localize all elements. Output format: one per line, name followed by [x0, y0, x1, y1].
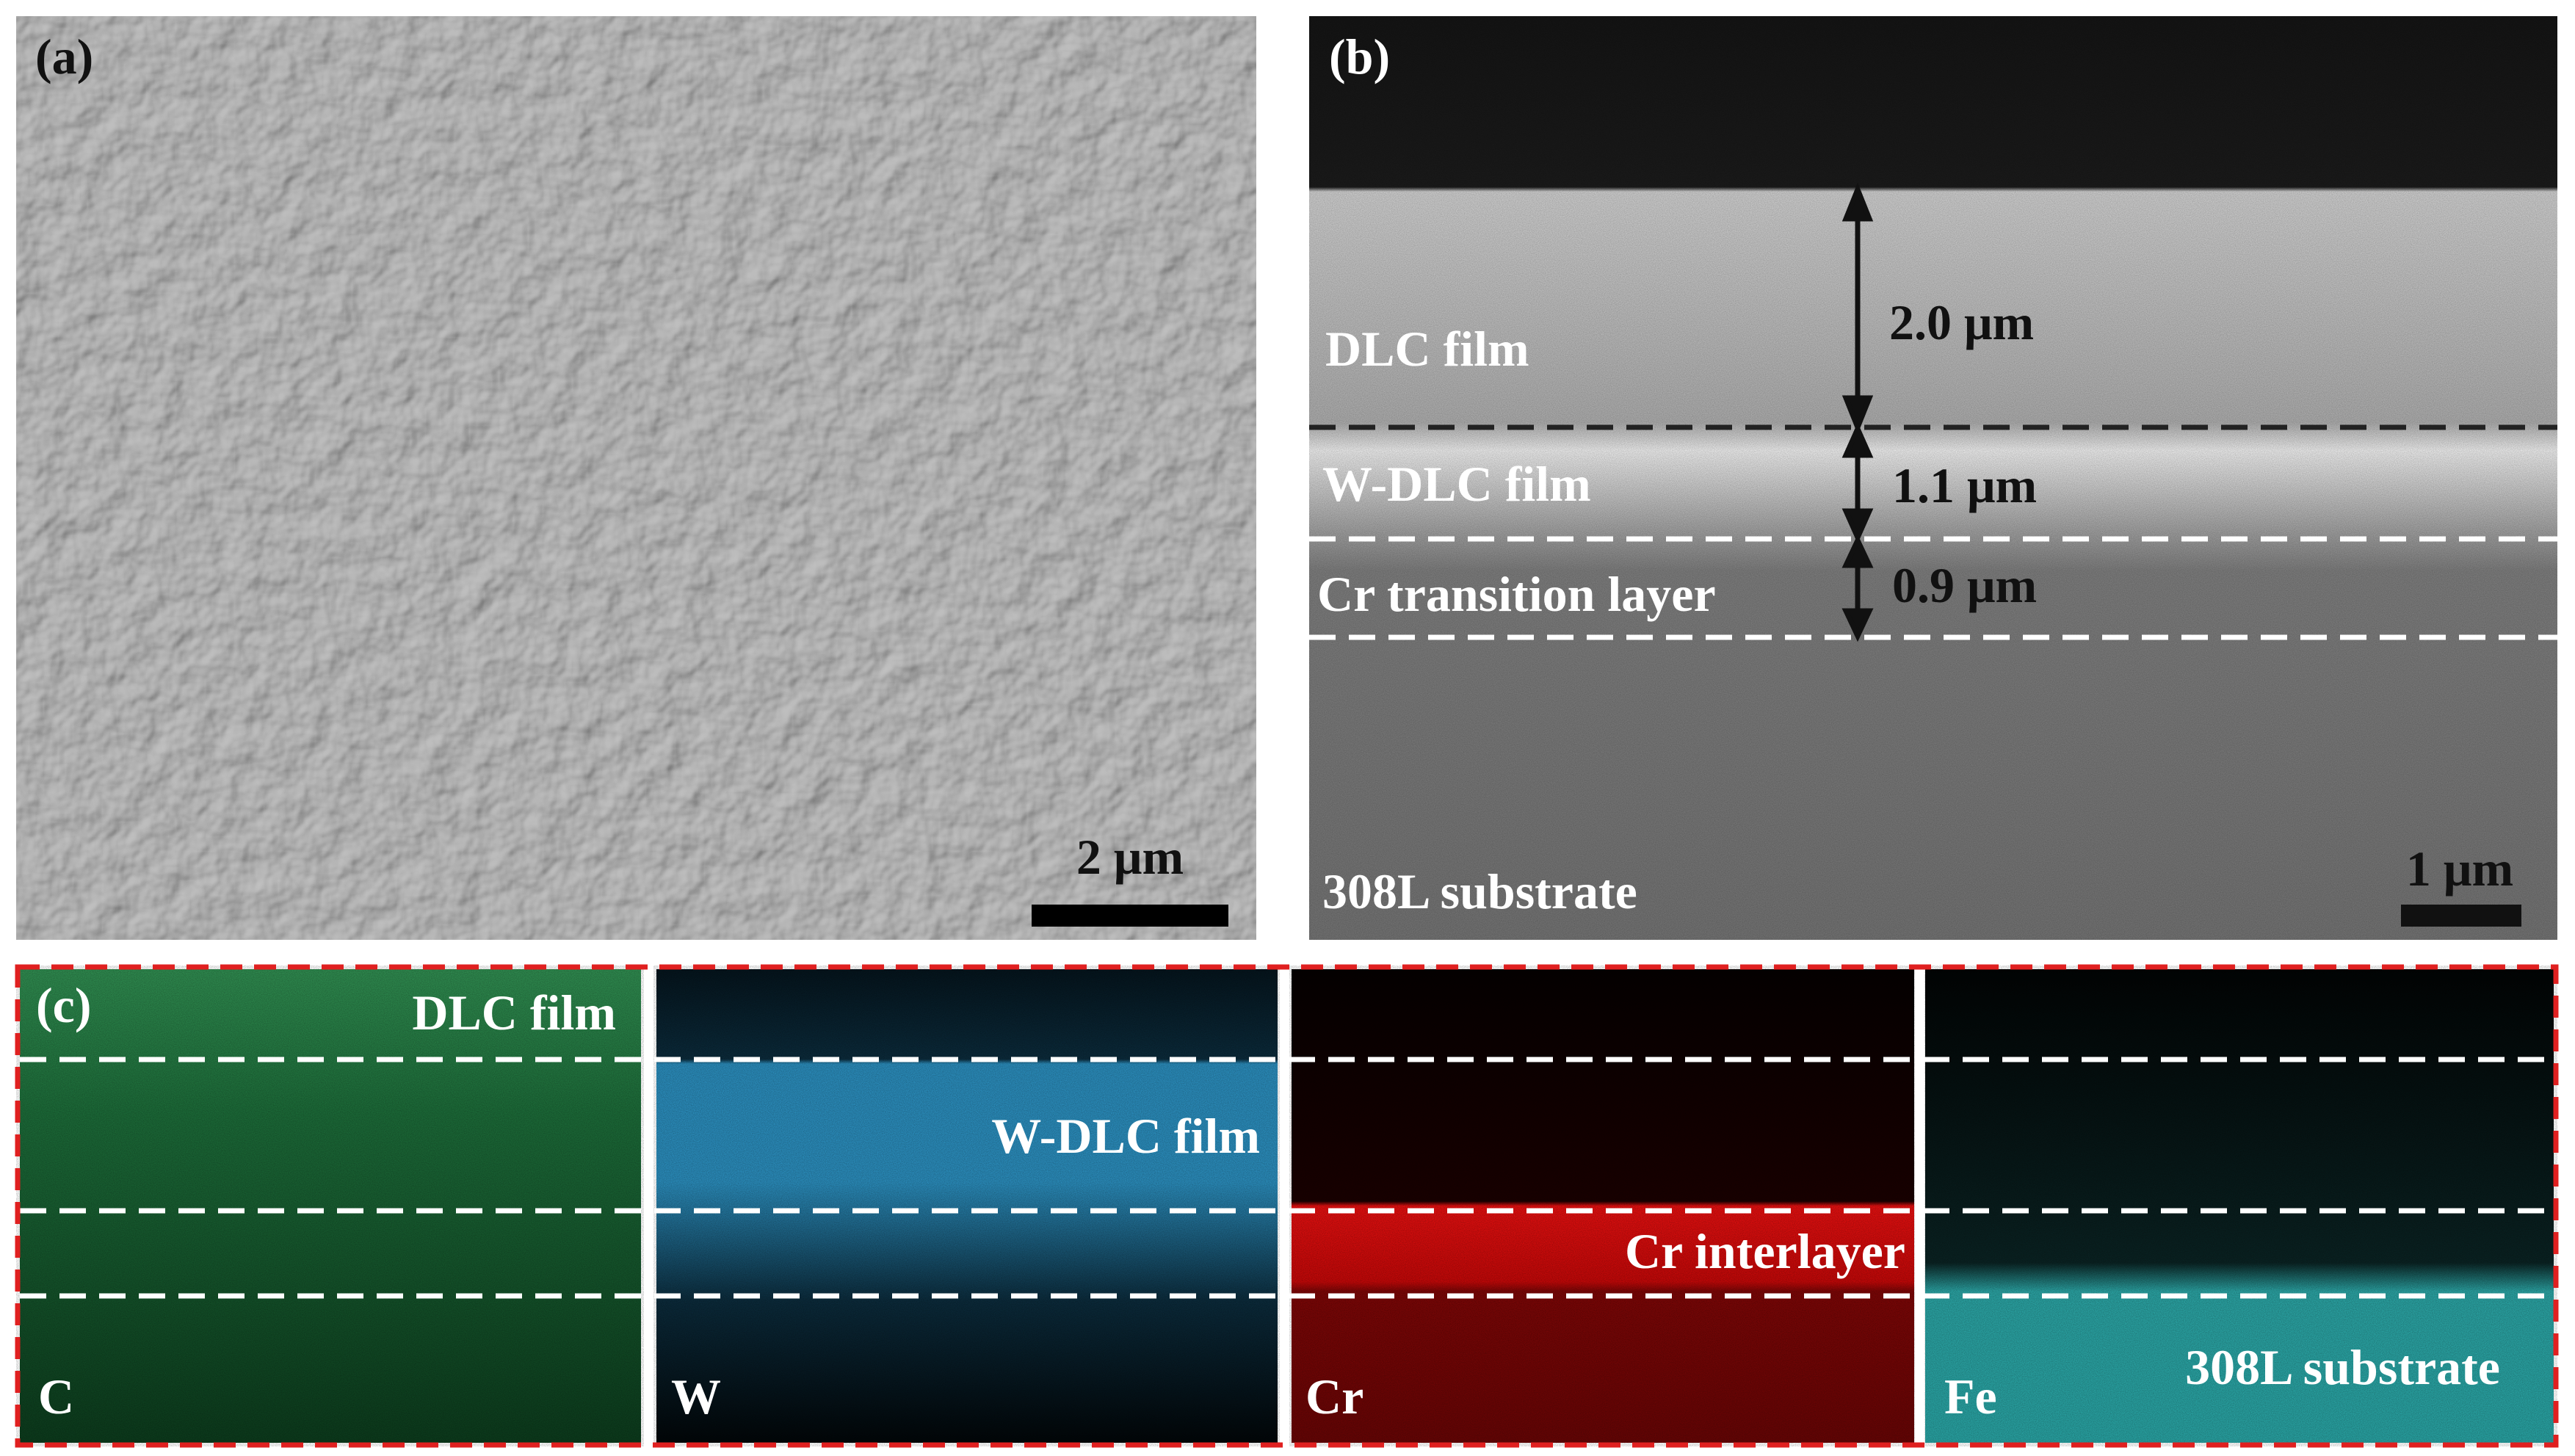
layer-thickness: 2.0 μm	[1889, 294, 2034, 350]
map-annotation: W-DLC film	[991, 1108, 1260, 1164]
panel-border	[15, 964, 2559, 1448]
layer-thickness: 1.1 μm	[1892, 457, 2037, 513]
element-label: W	[671, 1369, 721, 1424]
map-annotation: DLC film	[412, 985, 616, 1040]
cross-section-grain	[1309, 16, 2557, 940]
layer-thickness: 0.9 μm	[1892, 557, 2037, 613]
scale-bar-label: 1 μm	[2406, 841, 2513, 897]
element-label: Fe	[1944, 1369, 1997, 1424]
map-annotation: Cr interlayer	[1625, 1223, 1905, 1279]
thickness-arrows	[1841, 182, 1874, 642]
panel-b: (b) DLC film 2.0 μm W-DLC film 1.1 μm Cr…	[1309, 16, 2557, 940]
scale-bar	[1032, 905, 1228, 927]
sem-texture	[16, 16, 1256, 940]
element-label: Cr	[1305, 1369, 1363, 1424]
layer-name: W-DLC film	[1322, 456, 1591, 512]
substrate-label: 308L substrate	[1322, 863, 1637, 919]
element-label: C	[38, 1369, 74, 1424]
panel-c: (c) DLC film W-DLC film Cr interlayer 30…	[15, 964, 2559, 1448]
panel-label: (c)	[36, 977, 91, 1033]
panel-label: (b)	[1329, 29, 1390, 84]
scale-bar	[2401, 905, 2521, 927]
scale-bar-label: 2 μm	[1076, 829, 1184, 885]
map-dividers	[644, 966, 1924, 1446]
panel-label: (a)	[35, 29, 93, 84]
layer-name: Cr transition layer	[1317, 566, 1716, 622]
map-annotation: 308L substrate	[2185, 1339, 2500, 1395]
panel-a: (a) 2 μm	[16, 16, 1256, 940]
layer-name: DLC film	[1325, 321, 1529, 377]
